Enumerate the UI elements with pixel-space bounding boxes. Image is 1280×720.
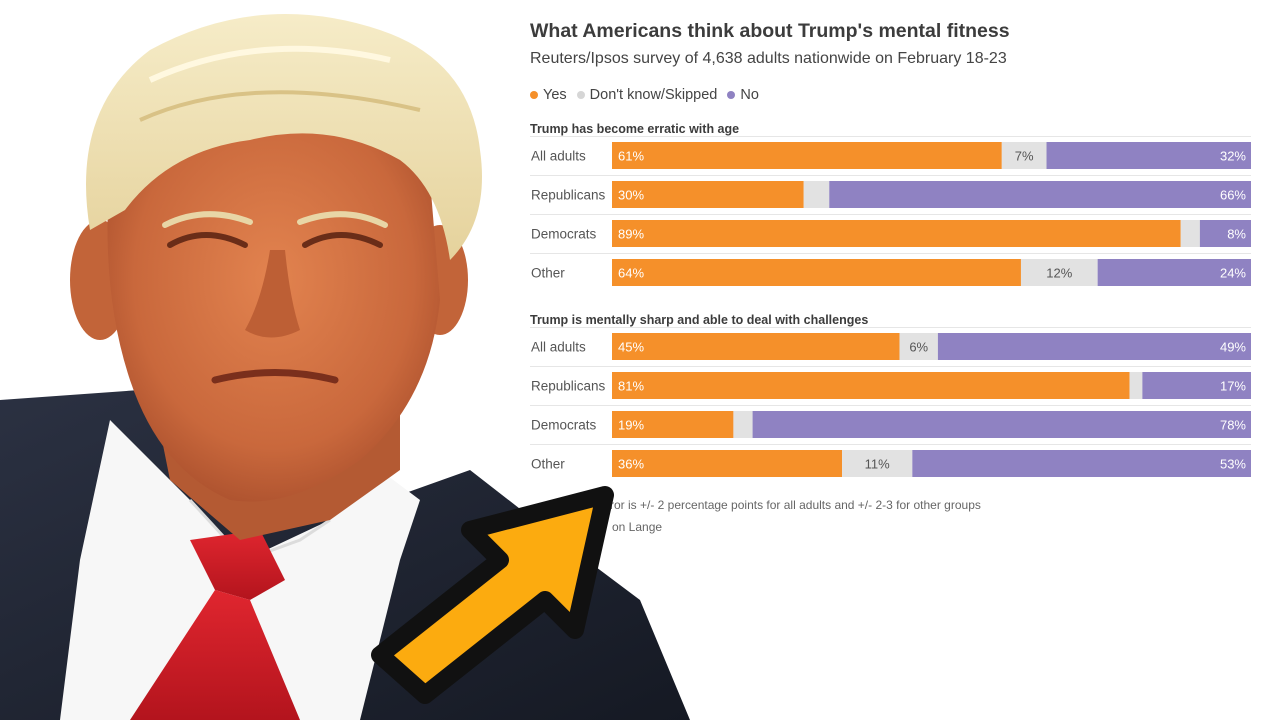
bar-dont-know-g0-all-adults <box>1001 142 1047 169</box>
bar-no-g0-all-adults <box>1046 142 1251 169</box>
legend-label-no: No <box>740 87 759 103</box>
bar-yes-g0-democrats <box>612 220 1181 247</box>
bar-dont-know-g0-democrats <box>1180 220 1200 247</box>
bar-dont-know-g1-all-adults <box>899 333 938 360</box>
bar-no-g1-other <box>912 450 1251 477</box>
value-label-no-g1-democrats: 78% <box>1220 418 1246 433</box>
bar-no-g1-republicans <box>1142 372 1251 399</box>
legend-item-dont-know: Don't know/Skipped <box>576 87 718 103</box>
group-title-sharp: Trump is mentally sharp and able to deal… <box>530 313 869 327</box>
value-label-no-g1-republicans: 17% <box>1220 379 1246 394</box>
value-label-yes-g0-republicans: 30% <box>618 188 644 203</box>
footnote-margin-of-error: rror is +/- 2 percentage points for all … <box>606 498 981 512</box>
bar-yes-g1-democrats <box>612 411 734 438</box>
row-label-g1-republicans: Republicans <box>531 379 606 394</box>
row-label-g0-democrats: Democrats <box>531 227 597 242</box>
legend-item-no: No <box>727 87 759 103</box>
value-label-dont-know-g1-all-adults: 6% <box>909 340 928 355</box>
bar-yes-g0-republicans <box>612 181 804 208</box>
bar-no-g0-other <box>1097 259 1251 286</box>
orange-arrow-icon <box>371 486 614 704</box>
row-label-g0-republicans: Republicans <box>531 188 606 203</box>
value-label-dont-know-g0-all-adults: 7% <box>1015 149 1034 164</box>
portrait-photo <box>0 14 690 720</box>
value-label-no-g1-all-adults: 49% <box>1220 340 1246 355</box>
bar-no-g0-democrats <box>1199 220 1251 247</box>
bar-dont-know-g0-other <box>1020 259 1098 286</box>
value-label-yes-g0-democrats: 89% <box>618 227 644 242</box>
legend-item-yes: Yes <box>530 87 567 103</box>
row-label-g1-all-adults: All adults <box>531 340 586 355</box>
bar-yes-g0-all-adults <box>612 142 1002 169</box>
footnote-credit: on Lange <box>612 520 663 534</box>
value-label-no-g0-all-adults: 32% <box>1220 149 1246 164</box>
bar-dont-know-g0-republicans <box>803 181 830 208</box>
bar-dont-know-g1-other <box>842 450 913 477</box>
value-label-no-g0-republicans: 66% <box>1220 188 1246 203</box>
group-title-erratic: Trump has become erratic with age <box>530 122 740 136</box>
row-label-g1-democrats: Democrats <box>531 418 597 433</box>
arrow-shape <box>371 486 614 704</box>
legend-swatch-no <box>727 91 736 99</box>
bar-yes-g0-other <box>612 259 1021 286</box>
row-label-g0-other: Other <box>531 266 565 281</box>
value-label-no-g0-other: 24% <box>1220 266 1246 281</box>
legend-label-yes: Yes <box>543 87 567 103</box>
eyes <box>162 211 388 248</box>
row-label-g1-other: Other <box>531 457 565 472</box>
bar-no-g1-all-adults <box>937 333 1251 360</box>
bar-dont-know-g1-democrats <box>733 411 753 438</box>
nose <box>245 250 300 338</box>
legend-swatch-dont-know <box>576 91 585 99</box>
value-label-no-g1-other: 53% <box>1220 457 1246 472</box>
bar-yes-g1-all-adults <box>612 333 900 360</box>
blond-hair <box>86 14 482 260</box>
mouth <box>211 369 339 384</box>
red-tie <box>130 530 300 720</box>
value-label-yes-g0-all-adults: 61% <box>618 149 644 164</box>
value-label-yes-g1-republicans: 81% <box>618 379 644 394</box>
value-label-dont-know-g0-other: 12% <box>1046 266 1072 281</box>
bar-yes-g1-republicans <box>612 372 1130 399</box>
legend-swatch-yes <box>530 91 538 99</box>
row-label-g0-all-adults: All adults <box>531 149 586 164</box>
bar-no-g1-democrats <box>752 411 1251 438</box>
legend-label-dont-know: Don't know/Skipped <box>589 87 718 103</box>
chart-title: What Americans think about Trump's menta… <box>530 20 1010 42</box>
bar-dont-know-g1-republicans <box>1129 372 1143 399</box>
value-label-yes-g1-other: 36% <box>618 457 644 472</box>
value-label-yes-g0-other: 64% <box>618 266 644 281</box>
bar-no-g0-republicans <box>829 181 1251 208</box>
chart-legend: Yes Don't know/Skipped No <box>530 87 759 103</box>
value-label-yes-g1-all-adults: 45% <box>618 340 644 355</box>
bar-yes-g1-other <box>612 450 843 477</box>
value-label-yes-g1-democrats: 19% <box>618 418 644 433</box>
chart-subtitle: Reuters/Ipsos survey of 4,638 adults nat… <box>530 50 1007 67</box>
value-label-no-g0-democrats: 8% <box>1227 227 1246 242</box>
value-label-dont-know-g1-other: 11% <box>865 457 890 472</box>
